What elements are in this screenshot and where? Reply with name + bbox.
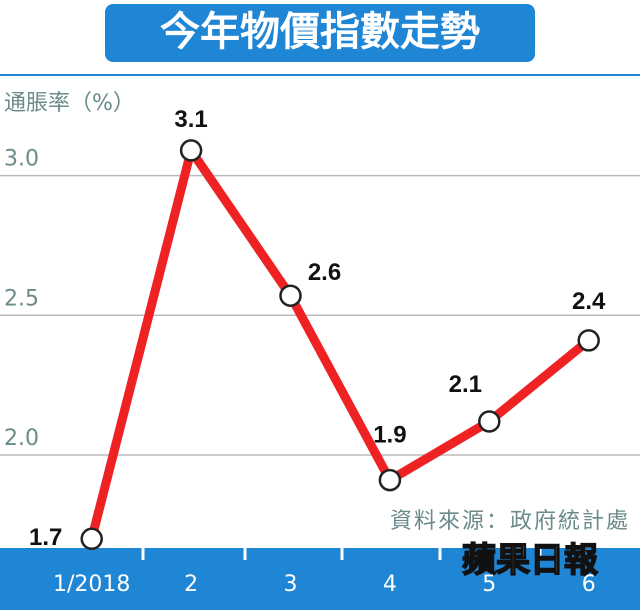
value-label: 3.1 xyxy=(174,106,207,133)
source-note: 資料來源：政府統計處 xyxy=(390,509,630,534)
x-tick-label: 3 xyxy=(284,572,298,597)
chart-title: 今年物價指數走勢 xyxy=(160,9,480,55)
point xyxy=(577,329,600,352)
publisher-logo: 蘋果日報 xyxy=(462,541,598,581)
point xyxy=(478,410,501,433)
y-axis-label: 通脹率（%） xyxy=(4,91,135,116)
x-tick-label: 6 xyxy=(582,572,596,597)
point xyxy=(378,468,402,492)
line xyxy=(87,145,592,540)
y-tick-label: 2.0 xyxy=(4,426,39,451)
x-axis-band xyxy=(0,548,640,610)
value-label: 1.7 xyxy=(29,524,62,551)
value-label: 2.4 xyxy=(572,288,606,315)
x-tick-label: 4 xyxy=(383,572,397,597)
title-banner xyxy=(105,4,535,62)
point xyxy=(179,139,203,162)
x-axis-ticks xyxy=(141,548,542,560)
point xyxy=(80,527,103,551)
x-tick-label: 5 xyxy=(482,572,496,597)
y-tick-label: 2.5 xyxy=(4,286,39,311)
value-label: 1.9 xyxy=(373,421,406,448)
x-tick-label: 2 xyxy=(184,572,198,597)
x-tick-label: 1/2018 xyxy=(53,572,130,597)
point xyxy=(279,284,302,307)
value-label: 2.6 xyxy=(308,259,341,286)
value-label: 2.1 xyxy=(449,371,482,398)
y-tick-label: 3.0 xyxy=(4,147,39,172)
